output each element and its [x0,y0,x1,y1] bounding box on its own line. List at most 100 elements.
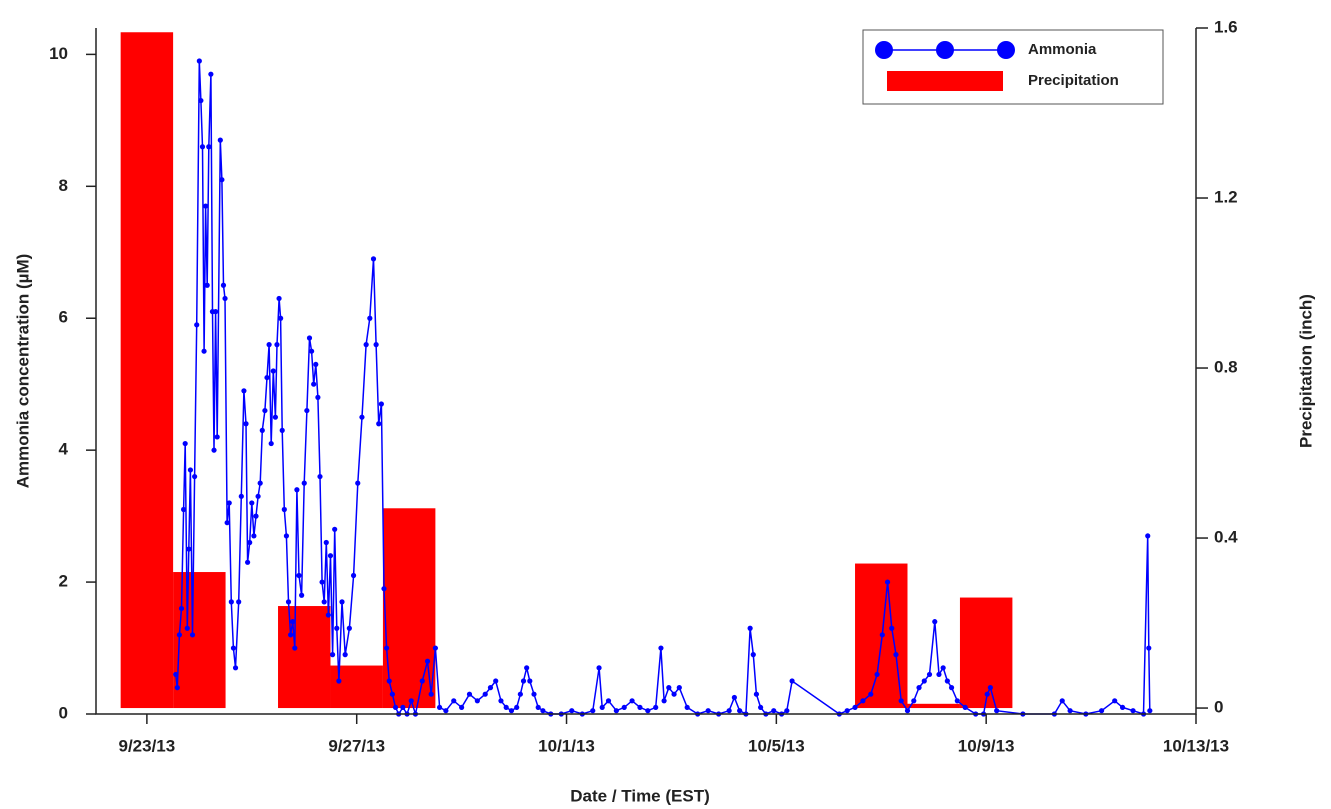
x-tick-label: 10/1/13 [538,736,595,755]
point [299,592,305,598]
point [296,572,302,579]
point [268,440,274,447]
axes [95,28,1197,715]
point [1146,645,1152,651]
point [176,632,183,638]
point [323,539,329,546]
point [451,698,457,704]
bar [173,572,226,709]
point [272,414,278,420]
point [676,685,682,691]
y-tick-label: 8 [59,176,68,195]
point [1098,708,1105,714]
point [893,652,899,658]
point [367,315,373,321]
point [1145,533,1151,539]
point [317,473,323,480]
point [962,704,968,711]
point [482,691,488,697]
point [898,698,904,704]
y-tick-label: 0 [59,703,68,722]
point [253,513,259,519]
point [726,708,732,714]
point [279,427,285,433]
point [208,71,214,77]
point [1119,704,1126,711]
point [311,381,317,387]
point [517,691,523,697]
point [684,704,690,711]
point [315,394,321,400]
point [181,506,187,513]
bar [959,597,1013,709]
point [621,704,627,711]
point [758,704,764,711]
point [705,708,711,714]
point [212,309,219,315]
point [198,97,204,104]
point [203,203,209,209]
point [206,144,212,150]
point [204,282,210,288]
y-tick-label: 2 [59,572,68,591]
point [219,177,225,183]
point [879,632,885,638]
point [308,348,315,354]
y2-axis-label: Precipitation (inch) [1296,294,1315,448]
x-tick-label: 10/9/13 [958,736,1015,755]
legend-marker [997,41,1015,59]
point [266,342,272,348]
point [304,407,310,414]
point [283,533,290,539]
point [645,708,651,714]
point [459,704,465,711]
y2-tick-label: 0.8 [1214,358,1238,377]
point [173,671,179,678]
point [508,708,515,714]
point [262,407,268,414]
point [222,295,228,302]
point [257,480,263,486]
y-tick-label: 10 [49,44,68,63]
point [186,546,192,552]
x-tick-label: 10/13/13 [1163,736,1229,755]
point [321,599,327,605]
point [325,612,331,618]
x-axis-label: Date / Time (EST) [570,786,710,805]
point [292,645,298,651]
point [214,434,220,440]
point [487,685,494,691]
point [244,559,251,565]
bar [278,606,331,709]
point [474,698,480,704]
point [868,691,874,697]
point [419,678,425,684]
point [936,671,942,678]
point [944,678,950,684]
point [247,539,253,546]
point [255,493,261,499]
point [187,467,194,473]
point [211,447,217,453]
point [771,708,777,714]
point [443,708,449,714]
point [313,361,319,368]
legend-box [862,29,1164,105]
point [916,685,922,691]
point [285,599,292,605]
point [889,625,895,631]
point [860,698,866,704]
point [527,678,533,684]
y2-tick-label: 1.2 [1214,187,1238,206]
legend-marker [936,41,954,59]
point [290,619,296,625]
y2-tick-label: 1.6 [1214,17,1238,36]
point [342,652,348,658]
line-layer [173,58,1153,717]
point [226,500,232,506]
point [192,473,198,480]
point [653,704,659,711]
point [599,704,605,711]
point [629,698,635,704]
